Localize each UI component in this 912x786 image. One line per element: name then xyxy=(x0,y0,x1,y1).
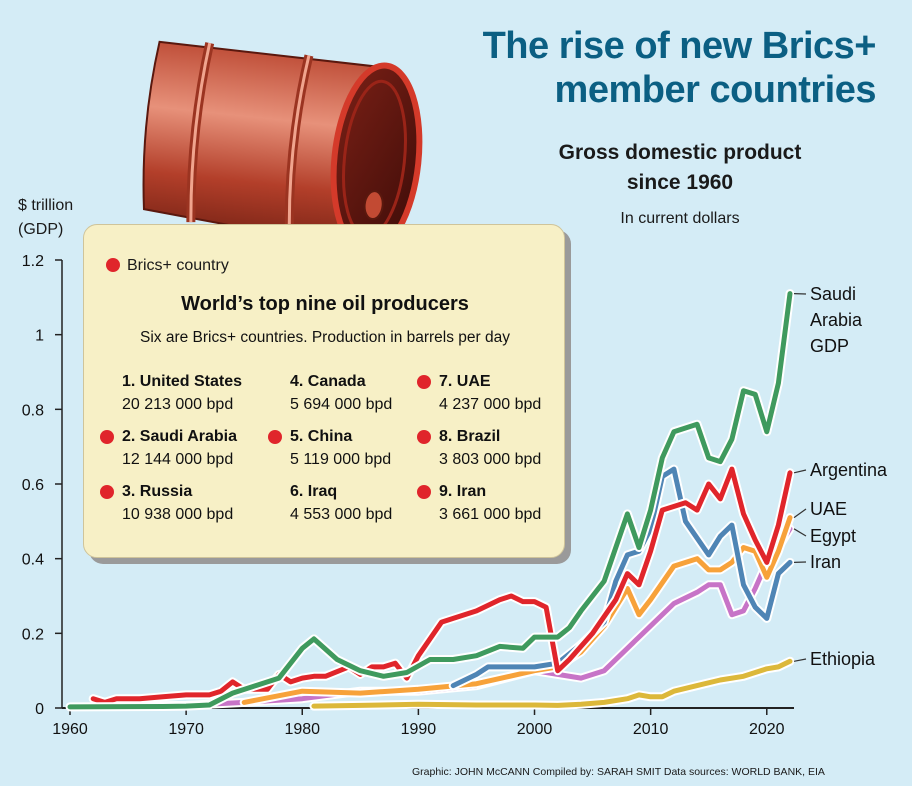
series-label: Argentina xyxy=(810,460,888,480)
y-tick-label: 0.2 xyxy=(22,626,44,643)
producer-name: 1. United States xyxy=(122,373,243,390)
brics-dot-icon xyxy=(106,258,120,272)
x-tick-label: 1970 xyxy=(168,721,204,738)
producer-value: 3 803 000 bpd xyxy=(439,451,542,468)
producer-value: 3 661 000 bpd xyxy=(439,506,542,523)
producer-item: 9. Iran 3 661 000 bpd xyxy=(417,481,609,527)
series-line xyxy=(311,658,793,709)
brics-dot-icon xyxy=(417,485,431,499)
page-title: The rise of new Brics+ member countries xyxy=(396,24,877,112)
producer-item: 7. UAE 4 237 000 bpd xyxy=(417,371,609,417)
leader-line xyxy=(793,508,807,519)
x-tick-label: 1960 xyxy=(52,721,88,738)
producer-name: 4. Canada xyxy=(290,373,366,390)
producer-value: 4 237 000 bpd xyxy=(439,396,542,413)
y-tick-label: 1 xyxy=(35,328,44,345)
series-labels: Saudi Arabia GDP Argentina UAE Egypt Iran Ethio… xyxy=(793,284,888,669)
brics-legend-label: Brics+ country xyxy=(127,257,229,274)
series-label: Iran xyxy=(810,552,841,572)
series-label: Egypt xyxy=(810,526,856,546)
producer-item: 6. Iraq 4 553 000 bpd xyxy=(290,481,460,527)
y-axis-unit-line-2: (GDP) xyxy=(18,221,64,238)
series-line xyxy=(241,515,793,705)
y-axis-unit: $ trillion (GDP) xyxy=(18,194,73,242)
y-tick-label: 0.8 xyxy=(22,402,44,419)
oil-producers-box: Brics+ country World’s top nine oil prod… xyxy=(83,224,565,558)
producer-value: 5 119 000 bpd xyxy=(290,451,392,468)
brics-dot-icon xyxy=(268,430,282,444)
series-label: Arabia xyxy=(810,310,863,330)
leader-line xyxy=(793,528,807,537)
producers-subtitle: Six are Brics+ countries. Production in … xyxy=(139,329,511,346)
producer-item: 1. United States 20 213 000 bpd xyxy=(122,371,292,417)
title-line-1: The rise of new Brics+ xyxy=(482,25,877,67)
brics-dot-icon xyxy=(417,430,431,444)
series-label: UAE xyxy=(810,499,847,519)
y-tick-label: 0 xyxy=(35,701,44,718)
producer-name: 5. China xyxy=(290,428,353,445)
series-line xyxy=(450,466,793,689)
subtitle-line-1: Gross domestic product xyxy=(558,141,802,164)
leader-line xyxy=(793,469,807,474)
series-label: GDP xyxy=(810,336,849,356)
y-tick-label: 0.4 xyxy=(22,552,44,569)
producer-item: 3. Russia 10 938 000 bpd xyxy=(100,481,292,527)
producer-item: 4. Canada 5 694 000 bpd xyxy=(290,371,460,417)
currency-note: In current dollars xyxy=(620,210,740,227)
producer-item: 5. China 5 119 000 bpd xyxy=(268,426,460,472)
producer-value: 10 938 000 bpd xyxy=(122,506,234,523)
producer-name: 7. UAE xyxy=(439,373,491,390)
x-tick-label: 2020 xyxy=(749,721,785,738)
brics-legend: Brics+ country xyxy=(106,257,229,275)
x-tick-label: 2000 xyxy=(517,721,553,738)
producer-name: 6. Iraq xyxy=(290,483,338,500)
series-label: Saudi xyxy=(810,284,856,304)
title-line-2: member countries xyxy=(554,69,877,111)
y-tick-label: 0.6 xyxy=(22,477,44,494)
producer-name: 9. Iran xyxy=(439,483,487,500)
producer-value: 20 213 000 bpd xyxy=(122,396,234,413)
producer-name: 8. Brazil xyxy=(439,428,501,445)
series-label: Ethiopia xyxy=(810,649,876,669)
producer-item: 2. Saudi Arabia 12 144 000 bpd xyxy=(100,426,292,472)
leader-line xyxy=(793,658,807,662)
brics-dot-icon xyxy=(100,430,114,444)
x-tick-label: 1990 xyxy=(401,721,437,738)
credits-line: Graphic: JOHN McCANN Compiled by: SARAH … xyxy=(412,766,825,778)
series-line xyxy=(90,466,793,705)
chart-subtitle: Gross domestic product since 1960 xyxy=(520,138,840,198)
brics-dot-icon xyxy=(417,375,431,389)
x-tick-label: 2010 xyxy=(633,721,669,738)
x-tick-label: 1980 xyxy=(284,721,320,738)
producer-value: 12 144 000 bpd xyxy=(122,451,234,468)
series-line xyxy=(67,291,793,710)
producer-item: 8. Brazil 3 803 000 bpd xyxy=(417,426,609,472)
producer-name: 2. Saudi Arabia xyxy=(122,428,237,445)
y-axis-unit-line-1: $ trillion xyxy=(18,197,74,214)
y-tick-label: 1.2 xyxy=(22,253,44,270)
producer-value: 5 694 000 bpd xyxy=(290,396,393,413)
chart-series xyxy=(65,289,795,712)
producers-title: World’s top nine oil producers xyxy=(181,293,469,315)
subtitle-line-2: since 1960 xyxy=(626,171,734,194)
brics-dot-icon xyxy=(100,485,114,499)
producer-value: 4 553 000 bpd xyxy=(290,506,393,523)
chart-axes: 1960 1970 1980 1990 2000 2010 2020 0 0.2 0.4 0.6 0.… xyxy=(22,253,794,738)
producer-name: 3. Russia xyxy=(122,483,193,500)
